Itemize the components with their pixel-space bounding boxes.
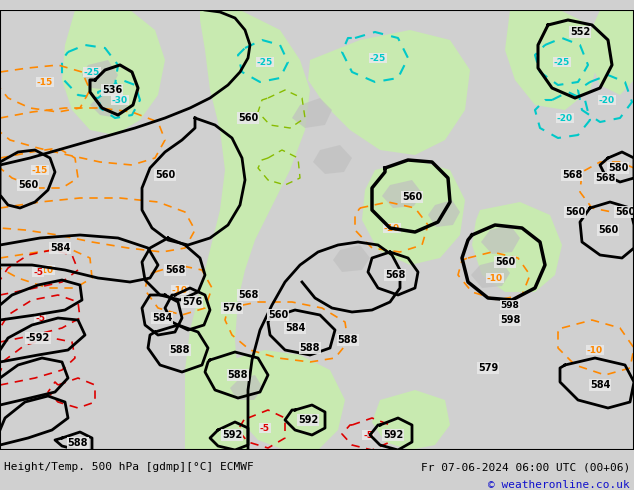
Text: © weatheronline.co.uk: © weatheronline.co.uk	[488, 480, 630, 490]
Text: 598: 598	[500, 315, 520, 325]
Text: 536: 536	[102, 85, 122, 95]
Text: 588: 588	[300, 343, 320, 353]
Text: 568: 568	[165, 265, 185, 275]
Text: -25: -25	[257, 57, 273, 67]
Text: -25: -25	[370, 53, 386, 63]
Text: -20: -20	[557, 114, 573, 122]
Text: -15: -15	[32, 166, 48, 174]
Text: 560: 560	[155, 170, 175, 180]
Text: -10: -10	[172, 286, 188, 294]
Text: 560: 560	[18, 180, 38, 190]
Text: 592: 592	[383, 430, 403, 440]
Text: -10: -10	[587, 345, 603, 354]
Text: 588: 588	[338, 335, 358, 345]
Text: 560: 560	[268, 310, 288, 320]
Text: -5: -5	[260, 423, 270, 433]
Text: 560: 560	[495, 257, 515, 267]
Text: 568: 568	[595, 173, 615, 183]
Text: 560: 560	[238, 113, 258, 123]
Text: 588: 588	[228, 370, 249, 380]
Text: Fr 07-06-2024 06:00 UTC (00+06): Fr 07-06-2024 06:00 UTC (00+06)	[421, 462, 630, 472]
Text: 560: 560	[598, 225, 618, 235]
Text: 568: 568	[238, 290, 258, 300]
Text: 552: 552	[570, 27, 590, 37]
Text: 584: 584	[152, 313, 172, 323]
Text: -15: -15	[37, 77, 53, 87]
Text: -10: -10	[384, 223, 400, 232]
Text: 584: 584	[50, 243, 70, 253]
Text: 576: 576	[182, 297, 202, 307]
Text: 576: 576	[222, 303, 242, 313]
Text: -30: -30	[112, 96, 128, 104]
Text: -5: -5	[33, 268, 43, 276]
Text: -10: -10	[487, 273, 503, 283]
Text: 560: 560	[615, 207, 634, 217]
Text: -25: -25	[84, 68, 100, 76]
Text: -5: -5	[363, 431, 373, 440]
Text: 588: 588	[68, 438, 88, 448]
Text: 560: 560	[402, 192, 422, 202]
Text: 584: 584	[285, 323, 305, 333]
Text: -20: -20	[599, 96, 615, 104]
Text: 584: 584	[590, 380, 610, 390]
Text: 560: 560	[565, 207, 585, 217]
Text: -592: -592	[26, 333, 50, 343]
Text: -25: -25	[554, 57, 570, 67]
Text: 579: 579	[478, 363, 498, 373]
Text: 598: 598	[501, 300, 519, 310]
Text: -10: -10	[38, 266, 54, 274]
Text: 580: 580	[608, 163, 628, 173]
Text: 592: 592	[298, 415, 318, 425]
Text: 588: 588	[170, 345, 190, 355]
Text: Height/Temp. 500 hPa [gdmp][°C] ECMWF: Height/Temp. 500 hPa [gdmp][°C] ECMWF	[4, 462, 254, 472]
Text: 592: 592	[222, 430, 242, 440]
Text: 568: 568	[385, 270, 405, 280]
Text: -5: -5	[35, 314, 45, 322]
Text: 568: 568	[562, 170, 582, 180]
